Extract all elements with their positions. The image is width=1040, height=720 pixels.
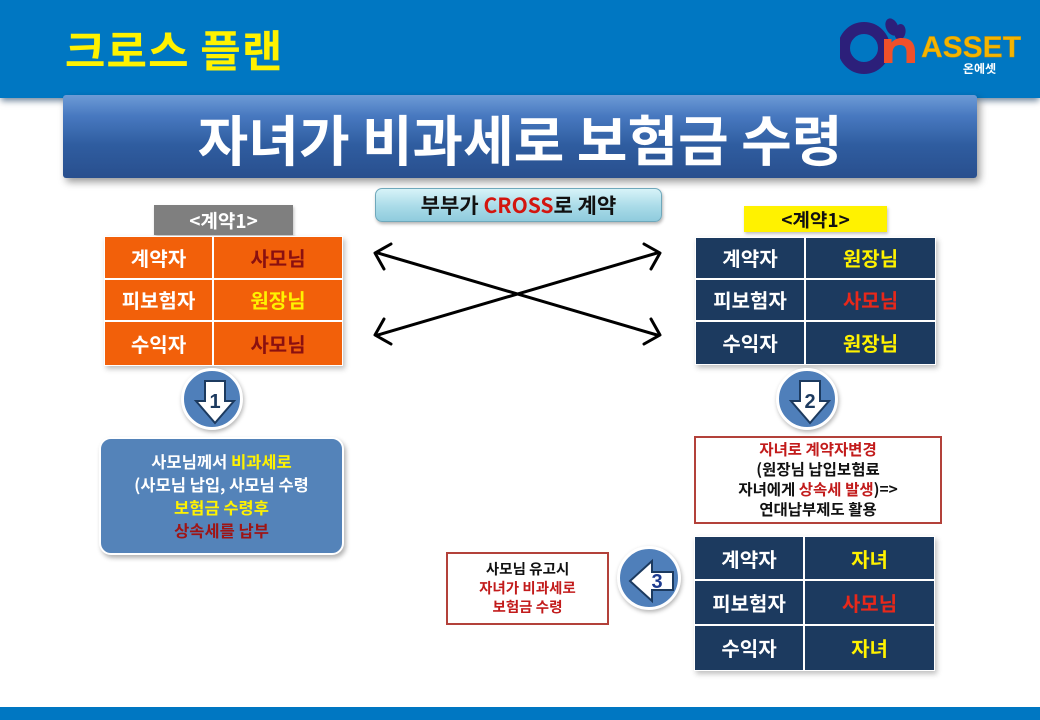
svg-text:1: 1: [209, 391, 220, 413]
svg-text:2: 2: [804, 391, 815, 413]
svg-text:3: 3: [651, 571, 662, 593]
